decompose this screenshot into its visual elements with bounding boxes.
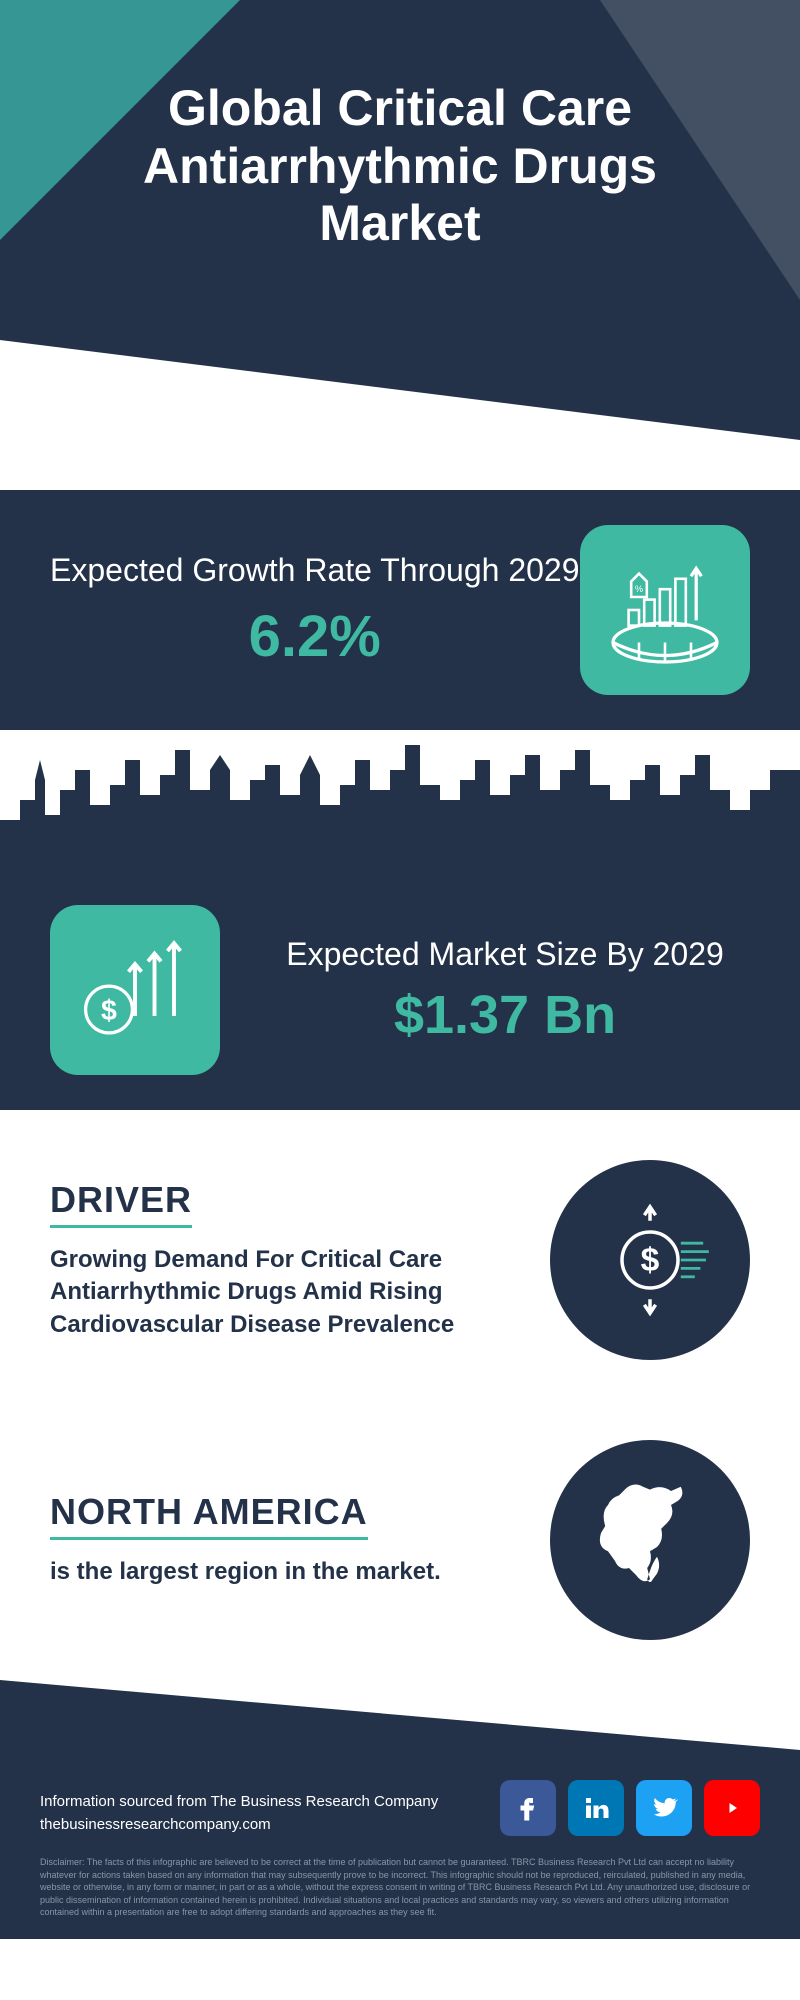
page-title: Global Critical Care Antiarrhythmic Drug…	[0, 0, 800, 253]
market-size-label: Expected Market Size By 2029	[260, 934, 750, 976]
skyline-divider	[0, 730, 800, 870]
region-heading: NORTH AMERICA	[50, 1491, 368, 1540]
driver-body: Growing Demand For Critical Care Antiarr…	[50, 1244, 510, 1341]
market-size-stat: $ Expected Market Size By 2029 $1.37 Bn	[0, 870, 800, 1110]
source-line-1: Information sourced from The Business Re…	[40, 1791, 438, 1814]
region-text: NORTH AMERICA is the largest region in t…	[50, 1491, 510, 1588]
social-links	[500, 1780, 760, 1836]
source-line-2: thebusinessresearchcompany.com	[40, 1814, 438, 1837]
north-america-map-icon	[550, 1440, 750, 1640]
region-body: is the largest region in the market.	[50, 1556, 510, 1588]
growth-rate-value: 6.2%	[50, 603, 580, 670]
footer-row: Information sourced from The Business Re…	[40, 1780, 760, 1836]
growth-chart-icon: %	[580, 525, 750, 695]
driver-heading: DRIVER	[50, 1179, 192, 1228]
linkedin-link[interactable]	[568, 1780, 624, 1836]
footer-section: Information sourced from The Business Re…	[0, 1750, 800, 1939]
linkedin-icon	[581, 1793, 611, 1823]
svg-text:$: $	[641, 1242, 660, 1279]
dollar-arrows-icon: $	[50, 905, 220, 1075]
facebook-link[interactable]	[500, 1780, 556, 1836]
growth-rate-text: Expected Growth Rate Through 2029 6.2%	[50, 550, 580, 671]
footer-decor	[0, 1680, 800, 1750]
spacer	[0, 440, 800, 490]
header-section: Global Critical Care Antiarrhythmic Drug…	[0, 0, 800, 440]
dollar-cycle-icon: $	[550, 1160, 750, 1360]
youtube-icon	[717, 1793, 747, 1823]
driver-section: DRIVER Growing Demand For Critical Care …	[0, 1110, 800, 1390]
youtube-link[interactable]	[704, 1780, 760, 1836]
disclaimer-text: Disclaimer: The facts of this infographi…	[40, 1856, 760, 1919]
header-decor-bl	[0, 340, 800, 440]
driver-text: DRIVER Growing Demand For Critical Care …	[50, 1179, 510, 1341]
facebook-icon	[513, 1793, 543, 1823]
twitter-icon	[649, 1793, 679, 1823]
market-size-text: Expected Market Size By 2029 $1.37 Bn	[260, 934, 750, 1046]
region-section: NORTH AMERICA is the largest region in t…	[0, 1390, 800, 1670]
svg-text:%: %	[635, 584, 643, 594]
footer-source: Information sourced from The Business Re…	[40, 1791, 438, 1836]
growth-rate-stat: Expected Growth Rate Through 2029 6.2% %	[0, 490, 800, 730]
market-size-value: $1.37 Bn	[260, 984, 750, 1046]
growth-rate-label: Expected Growth Rate Through 2029	[50, 550, 580, 592]
svg-text:$: $	[101, 995, 117, 1027]
twitter-link[interactable]	[636, 1780, 692, 1836]
